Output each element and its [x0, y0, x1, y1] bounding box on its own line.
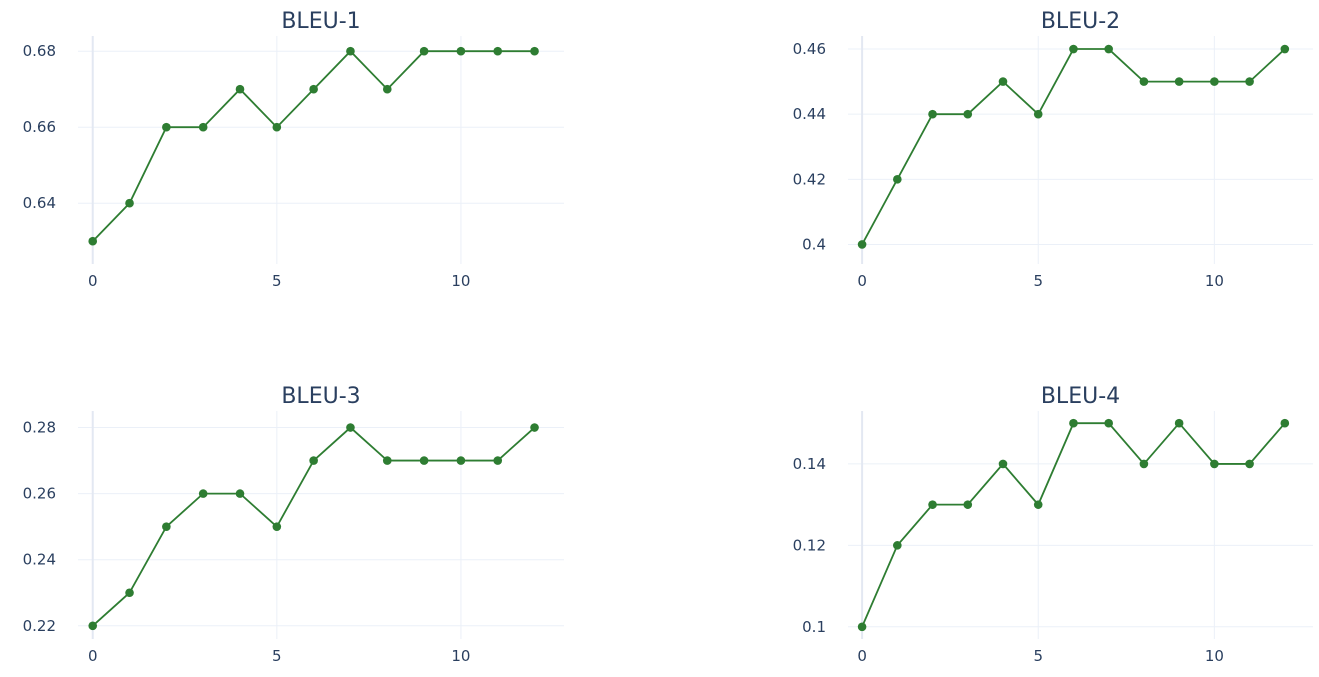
- data-point[interactable]: [893, 175, 902, 184]
- data-point[interactable]: [998, 77, 1008, 86]
- series-line: [861, 48, 1286, 245]
- data-point[interactable]: [893, 541, 902, 550]
- data-point[interactable]: [162, 522, 171, 531]
- data-point[interactable]: [125, 198, 134, 208]
- data-point[interactable]: [1210, 459, 1219, 469]
- data-point[interactable]: [456, 46, 466, 56]
- series-line: [861, 421, 1286, 628]
- x-tick-label: 0: [88, 647, 98, 665]
- x-tick-label: 10: [451, 272, 470, 290]
- subplot-title: BLEU-1: [281, 9, 360, 34]
- data-point[interactable]: [963, 500, 973, 509]
- y-tick-label: 0.46: [793, 40, 826, 58]
- y-tick-label: 0.4: [802, 235, 826, 253]
- data-point[interactable]: [928, 109, 937, 119]
- data-point[interactable]: [530, 46, 539, 56]
- data-point[interactable]: [857, 622, 867, 632]
- data-point[interactable]: [1245, 459, 1254, 469]
- data-point[interactable]: [272, 122, 282, 132]
- data-point[interactable]: [346, 423, 355, 432]
- data-point[interactable]: [272, 522, 282, 531]
- y-tick-label: 0.12: [793, 536, 826, 554]
- data-point[interactable]: [1033, 109, 1043, 119]
- x-tick-label: 0: [857, 272, 867, 290]
- data-point[interactable]: [419, 456, 429, 465]
- data-point[interactable]: [346, 46, 355, 56]
- y-tick-label: 0.28: [23, 419, 56, 437]
- data-point[interactable]: [235, 489, 245, 498]
- data-point[interactable]: [928, 500, 937, 509]
- y-tick-label: 0.24: [23, 551, 56, 569]
- x-tick-label: 5: [272, 647, 282, 665]
- data-point[interactable]: [1069, 418, 1078, 428]
- y-tick-label: 0.14: [793, 455, 826, 473]
- y-tick-label: 0.64: [23, 194, 56, 212]
- data-point[interactable]: [198, 122, 208, 132]
- y-tick-label: 0.44: [793, 105, 826, 123]
- y-tick-label: 0.1: [802, 618, 826, 636]
- data-point[interactable]: [382, 84, 392, 94]
- data-point[interactable]: [857, 240, 867, 249]
- subplot-title: BLEU-2: [1041, 9, 1120, 34]
- subplot-bleu-2: BLEU-2 0.4 0.42 0.44 0.46 0 5 10: [793, 9, 1313, 290]
- data-point[interactable]: [1069, 44, 1078, 54]
- y-tick-label: 0.26: [23, 485, 56, 503]
- x-tick-label: 0: [857, 647, 867, 665]
- data-point[interactable]: [419, 46, 429, 56]
- data-point[interactable]: [1280, 44, 1290, 54]
- data-point[interactable]: [963, 109, 973, 119]
- data-point[interactable]: [88, 621, 98, 631]
- x-tick-label: 5: [272, 272, 282, 290]
- data-point[interactable]: [1174, 418, 1184, 428]
- series-line: [92, 49, 535, 242]
- x-tick-label: 5: [1033, 647, 1043, 665]
- y-tick-label: 0.42: [793, 170, 826, 188]
- data-point[interactable]: [493, 46, 503, 56]
- data-point[interactable]: [162, 122, 171, 132]
- x-tick-label: 0: [88, 272, 98, 290]
- data-point[interactable]: [198, 489, 208, 498]
- data-point[interactable]: [1104, 418, 1113, 428]
- data-point[interactable]: [530, 423, 539, 432]
- x-tick-label: 10: [1205, 272, 1224, 290]
- data-point[interactable]: [1139, 459, 1149, 469]
- subplot-title: BLEU-4: [1041, 384, 1120, 409]
- data-point[interactable]: [1104, 44, 1113, 54]
- data-point[interactable]: [1210, 77, 1219, 86]
- data-point[interactable]: [1245, 77, 1254, 86]
- data-point[interactable]: [1033, 500, 1043, 509]
- data-point[interactable]: [382, 456, 392, 465]
- data-point[interactable]: [493, 456, 503, 465]
- x-tick-label: 10: [451, 647, 470, 665]
- subplot-bleu-4: BLEU-4 0.1 0.12 0.14 0 5 10: [793, 384, 1313, 665]
- data-point[interactable]: [309, 84, 318, 94]
- data-point[interactable]: [125, 588, 134, 598]
- data-point[interactable]: [88, 236, 98, 246]
- y-tick-label: 0.66: [23, 118, 56, 136]
- subplot-bleu-3: BLEU-3 0.22 0.24 0.26 0.28 0 5 10: [23, 384, 564, 665]
- x-tick-label: 10: [1205, 647, 1224, 665]
- data-point[interactable]: [235, 84, 245, 94]
- data-point[interactable]: [1139, 77, 1149, 86]
- data-point[interactable]: [998, 459, 1008, 469]
- data-point[interactable]: [1280, 418, 1290, 428]
- y-tick-label: 0.22: [23, 617, 56, 635]
- subplot-bleu-1: BLEU-1 0.64 0.66 0.68 0 5 10: [23, 9, 564, 290]
- subplot-title: BLEU-3: [281, 384, 360, 409]
- data-point[interactable]: [309, 456, 318, 465]
- data-point[interactable]: [1174, 77, 1184, 86]
- y-tick-label: 0.68: [23, 42, 56, 60]
- x-tick-label: 5: [1033, 272, 1043, 290]
- data-point[interactable]: [456, 456, 466, 465]
